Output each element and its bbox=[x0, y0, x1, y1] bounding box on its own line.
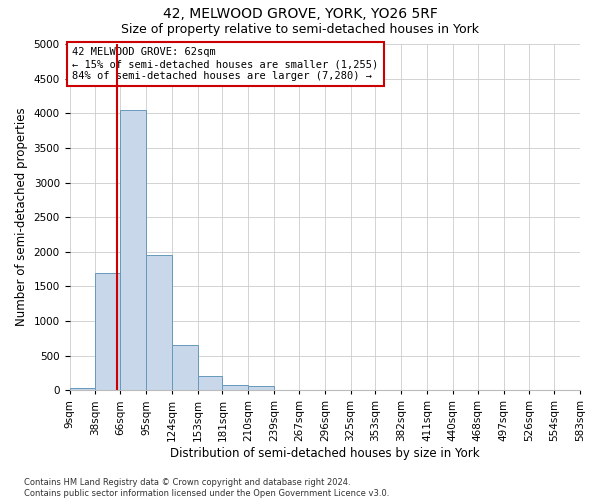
Bar bbox=[197, 376, 223, 390]
Bar bbox=[120, 110, 146, 390]
Text: Contains HM Land Registry data © Crown copyright and database right 2024.
Contai: Contains HM Land Registry data © Crown c… bbox=[24, 478, 389, 498]
Bar bbox=[172, 346, 197, 391]
Bar bbox=[70, 388, 95, 390]
X-axis label: Distribution of semi-detached houses by size in York: Distribution of semi-detached houses by … bbox=[170, 447, 479, 460]
Y-axis label: Number of semi-detached properties: Number of semi-detached properties bbox=[15, 108, 28, 326]
Text: Size of property relative to semi-detached houses in York: Size of property relative to semi-detach… bbox=[121, 22, 479, 36]
Bar bbox=[95, 272, 120, 390]
Text: 42, MELWOOD GROVE, YORK, YO26 5RF: 42, MELWOOD GROVE, YORK, YO26 5RF bbox=[163, 8, 437, 22]
Bar bbox=[248, 386, 274, 390]
Bar bbox=[223, 385, 248, 390]
Text: 42 MELWOOD GROVE: 62sqm
← 15% of semi-detached houses are smaller (1,255)
84% of: 42 MELWOOD GROVE: 62sqm ← 15% of semi-de… bbox=[72, 48, 379, 80]
Bar bbox=[146, 255, 172, 390]
